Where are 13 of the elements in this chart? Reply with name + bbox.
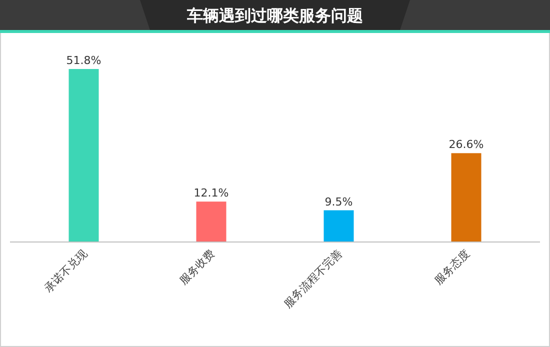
data-label: 9.5% bbox=[324, 195, 353, 208]
chart-title: 车辆遇到过哪类服务问题 bbox=[186, 6, 363, 25]
bar bbox=[68, 69, 99, 242]
x-tick-label: 服务收费 bbox=[177, 246, 218, 288]
x-tick-label: 承诺不兑现 bbox=[42, 246, 90, 296]
x-tick-label: 服务流程不完善 bbox=[281, 246, 345, 311]
data-label: 26.6% bbox=[448, 138, 484, 152]
bar bbox=[451, 153, 482, 242]
bar bbox=[324, 210, 354, 242]
data-label: 12.1% bbox=[194, 186, 229, 200]
bar bbox=[196, 202, 226, 242]
x-tick-label: 服务态度 bbox=[432, 246, 472, 288]
data-label: 51.8% bbox=[66, 54, 102, 67]
